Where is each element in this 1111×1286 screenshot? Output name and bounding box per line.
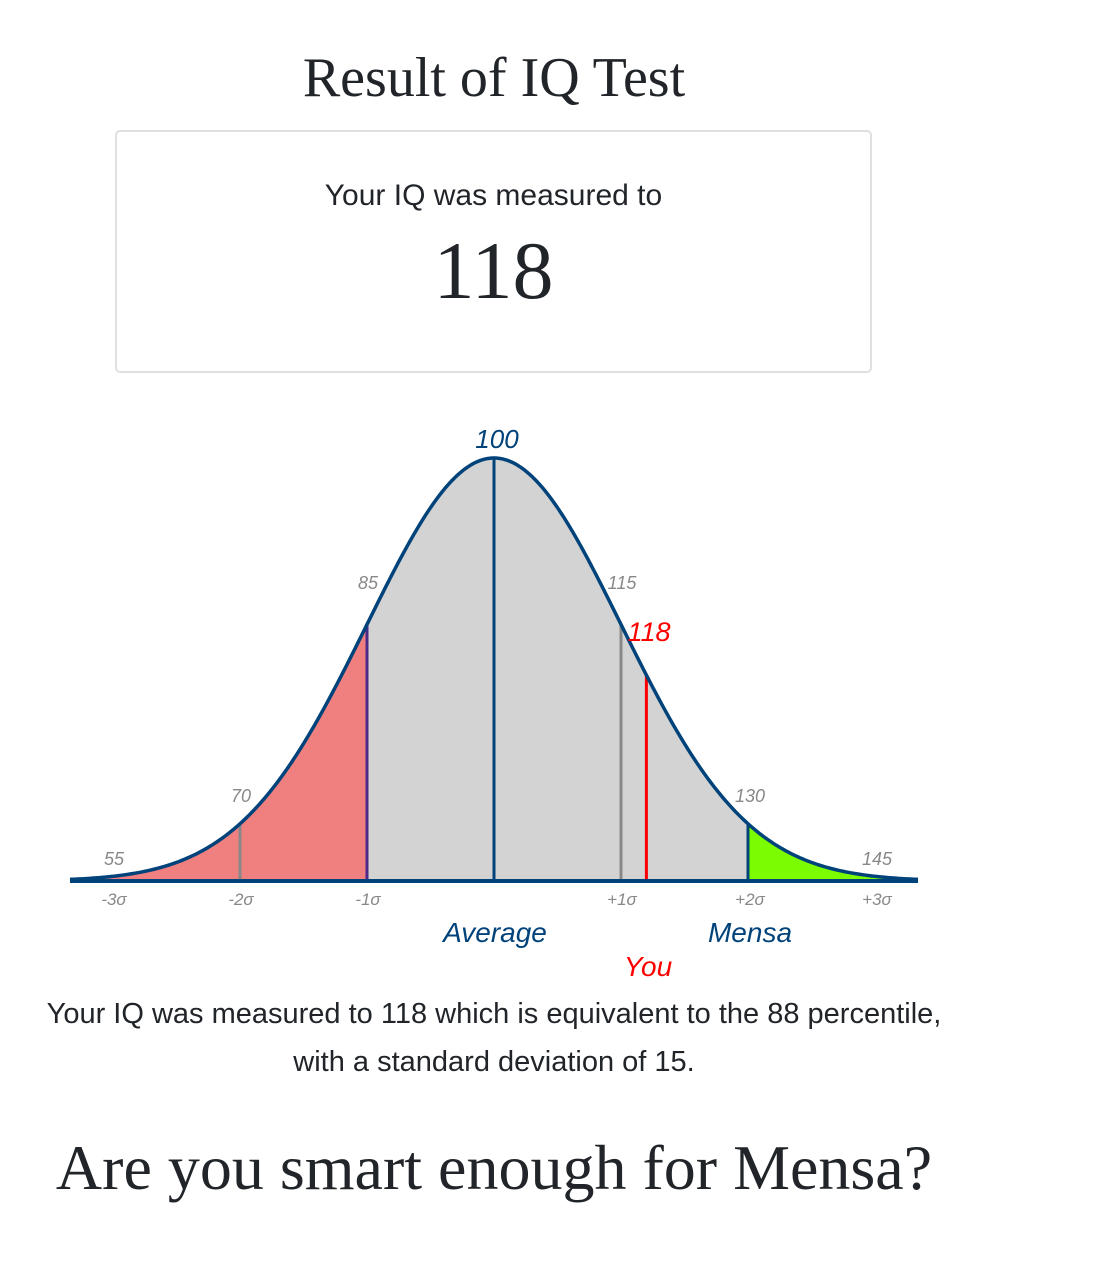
result-lead: Your IQ was measured to	[324, 179, 663, 212]
you-label: You	[624, 951, 673, 982]
region-fill	[70, 624, 367, 881]
mensa-label: Mensa	[708, 917, 792, 948]
result-paragraph: Your IQ was measured to 118 which is equ…	[46, 998, 942, 1078]
value-label-100: 100	[475, 424, 519, 454]
region-fill	[748, 823, 918, 881]
page-title: Result of IQ Test	[302, 47, 686, 109]
sigma-label: +1σ	[607, 890, 637, 909]
bell-curve-line	[69, 456, 919, 882]
sigma-label: -1σ	[355, 890, 381, 909]
mensa-heading: Are you smart enough for Mensa?	[55, 1132, 933, 1203]
value-label-145: 145	[862, 849, 893, 869]
sigma-label: -3σ	[101, 890, 127, 909]
value-label-70: 70	[231, 786, 251, 806]
sigma-label: +3σ	[862, 890, 892, 909]
sigma-label: +2σ	[735, 890, 765, 909]
value-label-85: 85	[358, 573, 379, 593]
region-fill	[367, 458, 748, 881]
result-box: Your IQ was measured to 118	[115, 130, 872, 373]
value-label-130: 130	[735, 786, 765, 806]
you-score-label: 118	[627, 617, 670, 647]
average-label: Average	[441, 917, 547, 948]
iq-score: 118	[433, 225, 554, 316]
iq-bell-curve-chart: 55 70 85 100 115 130 145 -3σ -2σ -1σ +1σ +2σ +3σ 118 A…	[69, 424, 919, 982]
value-label-115: 115	[608, 573, 638, 593]
sigma-label: -2σ	[228, 890, 254, 909]
value-label-55: 55	[104, 849, 125, 869]
